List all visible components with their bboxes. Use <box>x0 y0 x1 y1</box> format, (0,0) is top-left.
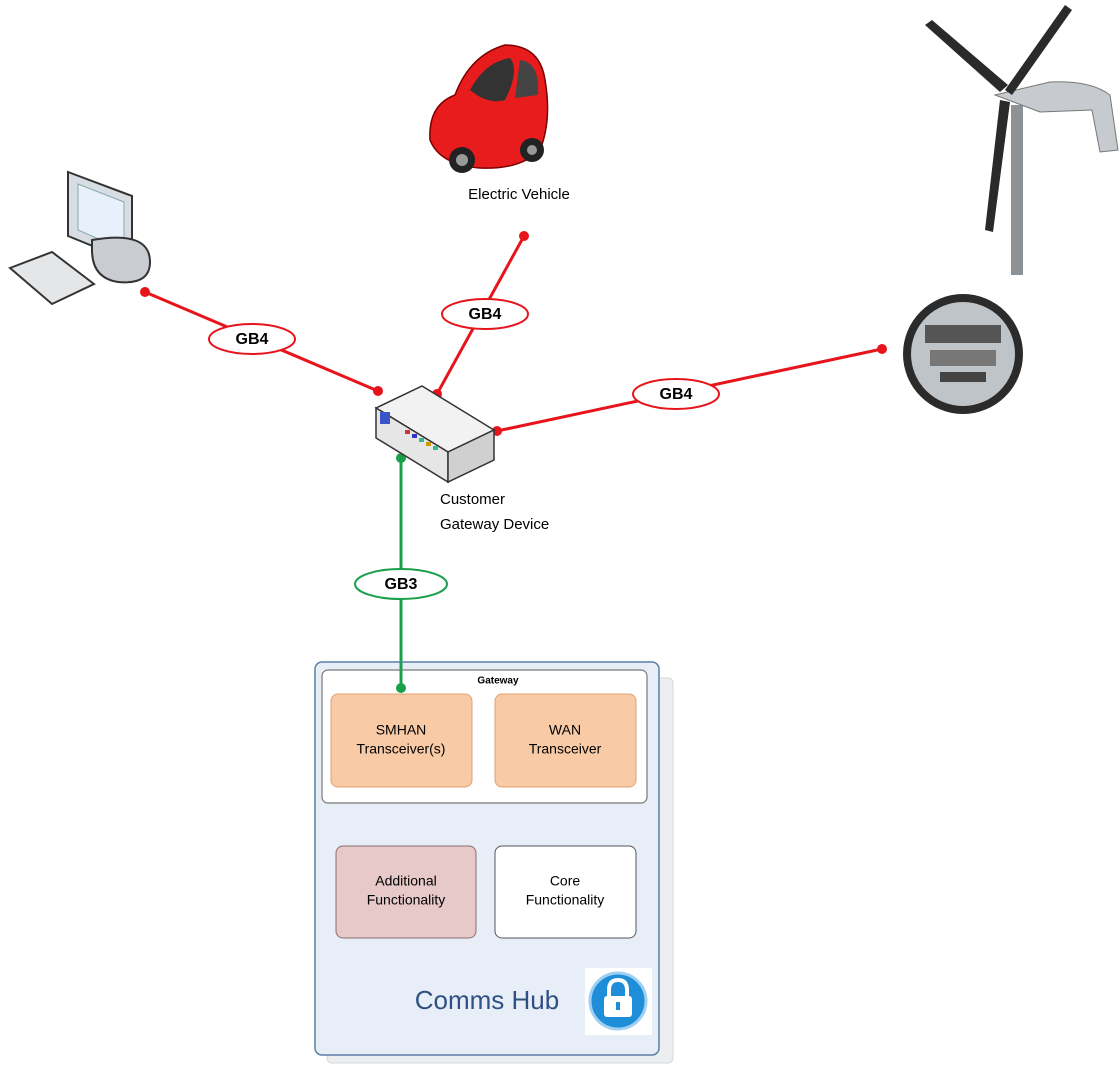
comms-hub: Gateway SMHAN Transceiver(s) WAN Transce… <box>315 662 673 1063</box>
device-label: Electric Vehicle <box>468 186 570 203</box>
gateway-device-icon <box>376 386 494 482</box>
link-label: GB4 <box>236 331 269 348</box>
block-label: Transceiver <box>529 741 602 757</box>
device-label: Customer <box>440 491 505 508</box>
links <box>140 231 887 693</box>
link-label: GB4 <box>660 386 693 403</box>
car-icon <box>430 45 548 173</box>
link-label: GB4 <box>469 306 502 323</box>
block-label: Core <box>550 873 581 889</box>
block-label: Functionality <box>367 892 446 908</box>
block-label: WAN <box>549 722 581 738</box>
meter-icon <box>903 294 1023 414</box>
page: Electric Vehicle Customer <box>0 0 1120 1066</box>
block-label: Additional <box>375 873 437 889</box>
device-label: Gateway Device <box>440 516 549 533</box>
diagram: Electric Vehicle Customer <box>0 0 1120 1066</box>
block-label: SMHAN <box>376 722 427 738</box>
computer-icon <box>10 172 150 304</box>
link-label: GB3 <box>385 576 418 593</box>
wind-turbine-icon <box>925 5 1118 275</box>
block-label: Functionality <box>526 892 605 908</box>
gateway-title: Gateway <box>477 676 519 687</box>
lock-icon <box>585 968 652 1035</box>
block-label: Transceiver(s) <box>357 741 446 757</box>
hub-title: Comms Hub <box>415 985 559 1015</box>
